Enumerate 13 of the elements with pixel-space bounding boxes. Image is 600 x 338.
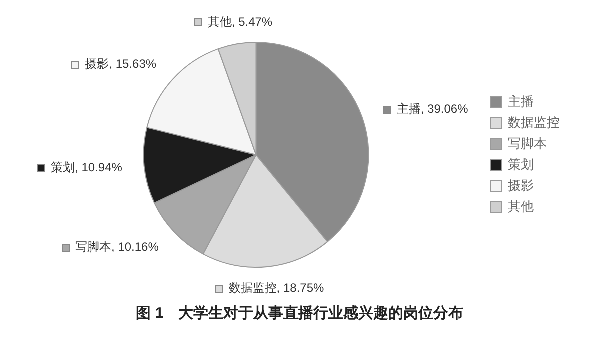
legend-label: 策划 — [508, 158, 534, 173]
data-label: 其他, 5.47% — [208, 14, 273, 29]
legend-label: 其他 — [508, 200, 534, 215]
text: 图 1 大学生对于从事直播行业感兴趣的岗位分布 — [135, 304, 465, 323]
data-label: 摄影, 15.63% — [85, 57, 157, 72]
data-label: 策划, 10.94% — [51, 160, 123, 175]
data-label: 数据监控, 18.75% — [228, 281, 325, 296]
legend-label: 数据监控 — [508, 116, 560, 131]
legend-label: 写脚本 — [508, 136, 547, 152]
data-label: 写脚本, 10.16% — [76, 240, 160, 254]
legend-label: 主播 — [508, 94, 534, 110]
legend-label: 摄影 — [508, 178, 534, 194]
data-label: 主播, 39.06% — [396, 102, 469, 116]
